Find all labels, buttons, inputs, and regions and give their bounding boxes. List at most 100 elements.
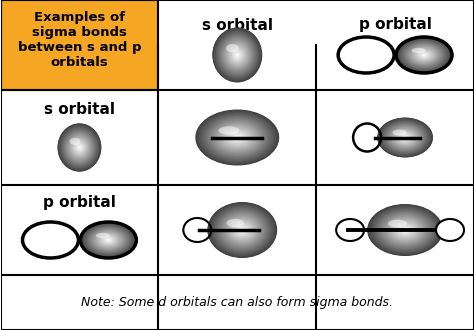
Ellipse shape (363, 133, 371, 142)
Ellipse shape (383, 215, 427, 245)
Ellipse shape (90, 228, 127, 252)
Ellipse shape (355, 125, 380, 150)
Ellipse shape (449, 229, 451, 231)
Ellipse shape (223, 39, 252, 71)
Ellipse shape (398, 133, 412, 143)
Ellipse shape (337, 220, 363, 240)
Ellipse shape (412, 48, 436, 62)
Ellipse shape (362, 132, 373, 143)
Ellipse shape (384, 216, 426, 244)
Ellipse shape (448, 228, 452, 232)
Ellipse shape (68, 135, 91, 160)
Ellipse shape (411, 47, 437, 63)
Ellipse shape (237, 137, 238, 138)
Ellipse shape (350, 45, 382, 65)
Ellipse shape (445, 226, 456, 234)
Ellipse shape (30, 227, 71, 253)
Ellipse shape (400, 134, 410, 141)
Ellipse shape (210, 119, 265, 156)
Ellipse shape (413, 48, 435, 62)
Ellipse shape (345, 226, 356, 234)
Ellipse shape (409, 45, 439, 65)
Ellipse shape (229, 46, 245, 64)
Ellipse shape (73, 141, 86, 154)
Ellipse shape (442, 223, 458, 237)
Ellipse shape (60, 126, 99, 169)
Ellipse shape (234, 223, 250, 237)
Ellipse shape (399, 133, 411, 142)
Ellipse shape (226, 130, 248, 145)
Ellipse shape (66, 133, 92, 162)
Ellipse shape (226, 217, 259, 243)
Ellipse shape (214, 29, 261, 81)
Ellipse shape (401, 227, 410, 233)
Ellipse shape (201, 114, 273, 161)
Ellipse shape (29, 226, 72, 254)
Ellipse shape (205, 116, 269, 159)
Ellipse shape (397, 38, 451, 72)
Ellipse shape (408, 45, 440, 65)
Ellipse shape (361, 132, 373, 144)
Ellipse shape (343, 224, 357, 236)
Ellipse shape (447, 228, 453, 232)
Ellipse shape (210, 120, 264, 155)
Ellipse shape (78, 146, 81, 149)
Ellipse shape (416, 50, 432, 60)
Ellipse shape (220, 126, 254, 149)
Ellipse shape (401, 40, 447, 70)
Ellipse shape (61, 127, 98, 168)
Ellipse shape (221, 213, 264, 247)
Ellipse shape (361, 52, 371, 58)
Ellipse shape (368, 205, 442, 255)
Ellipse shape (59, 125, 100, 170)
Ellipse shape (64, 130, 96, 165)
Ellipse shape (365, 54, 367, 56)
Ellipse shape (79, 147, 80, 148)
Ellipse shape (346, 227, 355, 233)
Ellipse shape (355, 125, 379, 150)
Ellipse shape (383, 122, 427, 153)
Ellipse shape (186, 220, 209, 240)
Ellipse shape (356, 126, 379, 149)
Ellipse shape (402, 135, 408, 140)
Ellipse shape (407, 44, 441, 66)
Ellipse shape (359, 50, 374, 60)
Ellipse shape (98, 233, 119, 247)
Ellipse shape (353, 123, 381, 151)
Ellipse shape (385, 216, 425, 244)
Ellipse shape (401, 135, 409, 141)
Ellipse shape (224, 129, 251, 147)
Ellipse shape (225, 130, 249, 146)
Ellipse shape (84, 224, 133, 256)
Ellipse shape (236, 53, 238, 56)
Ellipse shape (388, 125, 422, 149)
Ellipse shape (104, 237, 113, 243)
Ellipse shape (437, 220, 463, 240)
Ellipse shape (228, 218, 257, 242)
Ellipse shape (231, 221, 253, 239)
Ellipse shape (385, 123, 425, 152)
Ellipse shape (411, 48, 426, 53)
Ellipse shape (71, 138, 88, 157)
Ellipse shape (357, 49, 375, 61)
Ellipse shape (106, 239, 111, 242)
Ellipse shape (24, 223, 77, 257)
Ellipse shape (62, 128, 97, 167)
Ellipse shape (347, 43, 384, 67)
Ellipse shape (372, 207, 438, 253)
Ellipse shape (392, 128, 418, 147)
Ellipse shape (43, 235, 58, 245)
Ellipse shape (421, 53, 427, 57)
Ellipse shape (337, 220, 363, 240)
Ellipse shape (230, 47, 244, 63)
Ellipse shape (189, 223, 206, 237)
Ellipse shape (83, 224, 134, 256)
Ellipse shape (364, 53, 369, 57)
Ellipse shape (391, 220, 419, 240)
Ellipse shape (220, 36, 255, 74)
Ellipse shape (194, 228, 200, 232)
Ellipse shape (23, 222, 78, 258)
Ellipse shape (204, 115, 270, 159)
Ellipse shape (439, 221, 461, 239)
Ellipse shape (190, 223, 205, 237)
